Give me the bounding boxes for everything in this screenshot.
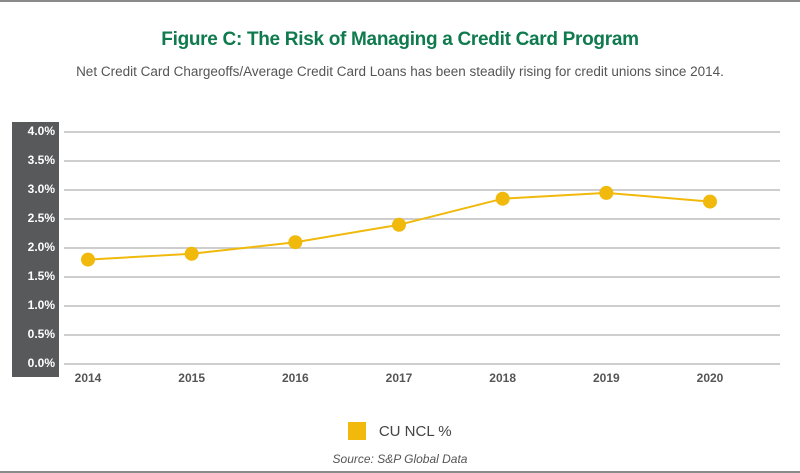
series-points xyxy=(81,185,717,267)
y-tick-label: 3.5% xyxy=(27,153,55,167)
top-rule xyxy=(0,0,800,2)
x-tick-label: 2020 xyxy=(696,371,724,385)
y-tick-label: 3.0% xyxy=(27,182,55,196)
data-point-2019 xyxy=(599,185,614,200)
x-tick-label: 2019 xyxy=(592,371,620,385)
x-tick-label: 2017 xyxy=(385,371,413,385)
x-tick-label: 2016 xyxy=(281,371,309,385)
y-tick-label: 4.0% xyxy=(27,124,55,138)
data-point-2015 xyxy=(184,246,199,261)
legend: CU NCL % xyxy=(0,422,800,440)
legend-label-cu-ncl: CU NCL % xyxy=(378,422,452,440)
y-tick-label: 0.0% xyxy=(27,356,55,370)
source-note: Source: S&P Global Data xyxy=(332,452,468,466)
y-axis-panel xyxy=(12,122,59,377)
x-tick-label: 2018 xyxy=(489,371,516,385)
chart-subtitle: Net Credit Card Chargeoffs/Average Credi… xyxy=(76,64,724,79)
x-tick-label: 2015 xyxy=(178,371,205,385)
y-tick-label: 0.5% xyxy=(27,327,55,341)
gridlines xyxy=(64,131,780,365)
y-tick-label: 1.0% xyxy=(27,298,55,312)
y-tick-label: 2.0% xyxy=(27,240,55,254)
data-point-2014 xyxy=(81,252,95,267)
data-point-2018 xyxy=(495,191,510,206)
chart-title: Figure C: The Risk of Managing a Credit … xyxy=(161,29,639,50)
data-point-2017 xyxy=(392,217,406,232)
y-tick-label: 1.5% xyxy=(27,269,55,283)
legend-swatch-cu-ncl xyxy=(348,422,367,440)
y-tick-label: 2.5% xyxy=(27,211,55,225)
data-point-2020 xyxy=(703,194,717,209)
bottom-rule xyxy=(0,471,800,473)
x-tick-label: 2014 xyxy=(74,371,102,385)
data-point-2016 xyxy=(288,235,303,250)
